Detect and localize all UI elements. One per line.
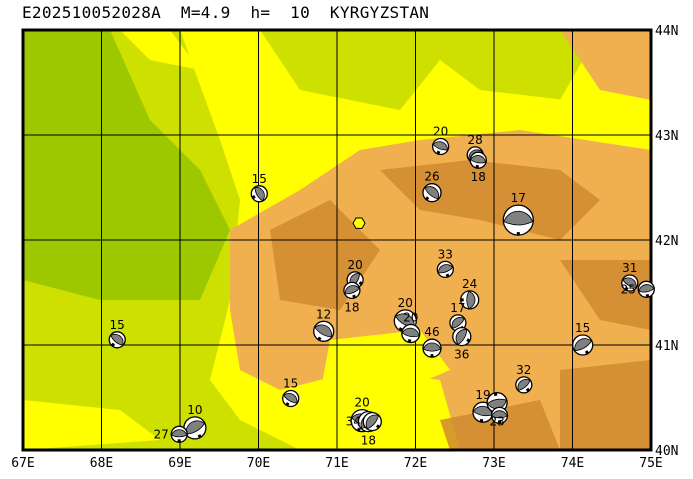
focal-mechanism-beachball[interactable] (280, 389, 300, 410)
map-title: E202510052028A M=4.9 h= 10 KYRGYZSTAN (22, 3, 430, 22)
depth-label: 20 (403, 311, 418, 325)
lon-tick-label: 73E (482, 456, 505, 471)
focal-mechanism-beachball[interactable] (452, 326, 474, 349)
focal-mechanism-beachball[interactable] (310, 320, 335, 344)
depth-label: 10 (187, 403, 202, 417)
focal-mechanism-beachball[interactable] (420, 183, 442, 205)
lon-tick-label: 72E (404, 456, 427, 471)
focal-mechanism-beachball[interactable] (572, 334, 596, 358)
focal-mechanism-beachball[interactable] (422, 338, 442, 358)
depth-label: 46 (424, 325, 439, 339)
lon-tick-label: 68E (90, 456, 113, 471)
depth-label: 25 (621, 282, 636, 296)
depth-label: 18 (344, 300, 359, 314)
lat-tick-label: 41N (655, 339, 678, 354)
focal-mechanism-beachball[interactable] (106, 331, 126, 351)
lon-tick-label: 74E (561, 456, 584, 471)
depth-label: 23 (489, 415, 504, 429)
depth-label: 20 (398, 296, 413, 310)
map-frame (21, 28, 653, 452)
focal-mechanism-beachball[interactable] (637, 280, 655, 298)
depth-label: 12 (316, 307, 331, 321)
lat-tick-label: 44N (655, 24, 678, 39)
depth-label: 34 (346, 415, 361, 429)
lat-tick-label: 40N (655, 444, 678, 459)
depth-label: 20 (347, 258, 362, 272)
depth-label: 26 (424, 170, 439, 184)
focal-mechanism-beachball[interactable] (431, 137, 450, 157)
depth-label: 36 (454, 348, 469, 362)
focal-mechanism-beachball[interactable] (170, 425, 188, 443)
lon-tick-label: 69E (168, 456, 191, 471)
focal-mechanism-beachball[interactable] (343, 281, 362, 300)
depth-label: 18 (471, 170, 486, 184)
depth-label: 17 (450, 301, 465, 315)
focal-mechanism-beachball[interactable] (183, 416, 210, 443)
depth-label: 19 (475, 388, 490, 402)
lon-tick-label: 71E (325, 456, 348, 471)
depth-label: 15 (575, 321, 590, 335)
focal-mechanism-beachball[interactable] (460, 290, 480, 310)
focal-mechanism-beachball[interactable] (401, 323, 421, 344)
depth-label: 20 (354, 396, 369, 410)
focal-mechanism-beachball[interactable] (502, 204, 534, 236)
depth-label: 17 (511, 191, 526, 205)
depth-label: 33 (438, 247, 453, 261)
depth-label: 18 (361, 434, 376, 448)
lat-tick-label: 42N (655, 234, 678, 249)
focal-mechanism-beachball[interactable] (490, 406, 509, 425)
lon-tick-label: 75E (639, 456, 662, 471)
depth-label: 15 (110, 318, 125, 332)
depth-label: 28 (468, 133, 483, 147)
depth-label: 31 (622, 261, 637, 275)
focal-mechanism-beachball[interactable] (362, 411, 385, 434)
focal-mechanism-beachball[interactable] (469, 151, 487, 169)
high-mountain-region (270, 160, 651, 450)
depth-label: 15 (283, 377, 298, 391)
lon-tick-label: 70E (247, 456, 270, 471)
depth-label: 20 (433, 125, 448, 139)
focal-mechanism-beachball[interactable] (249, 185, 268, 205)
focal-mechanism-beachball[interactable] (619, 274, 639, 294)
lon-tick-label: 67E (11, 456, 34, 471)
focal-mechanism-beachball[interactable] (436, 260, 456, 279)
depth-label: 24 (462, 277, 477, 291)
depth-label: 32 (516, 363, 531, 377)
focal-mechanism-beachball[interactable] (515, 376, 535, 396)
lowland-region (23, 30, 230, 300)
epicenter-marker[interactable] (352, 217, 366, 229)
depth-label: 15 (252, 172, 267, 186)
lat-tick-label: 43N (655, 129, 678, 144)
depth-label: 27 (154, 427, 169, 441)
